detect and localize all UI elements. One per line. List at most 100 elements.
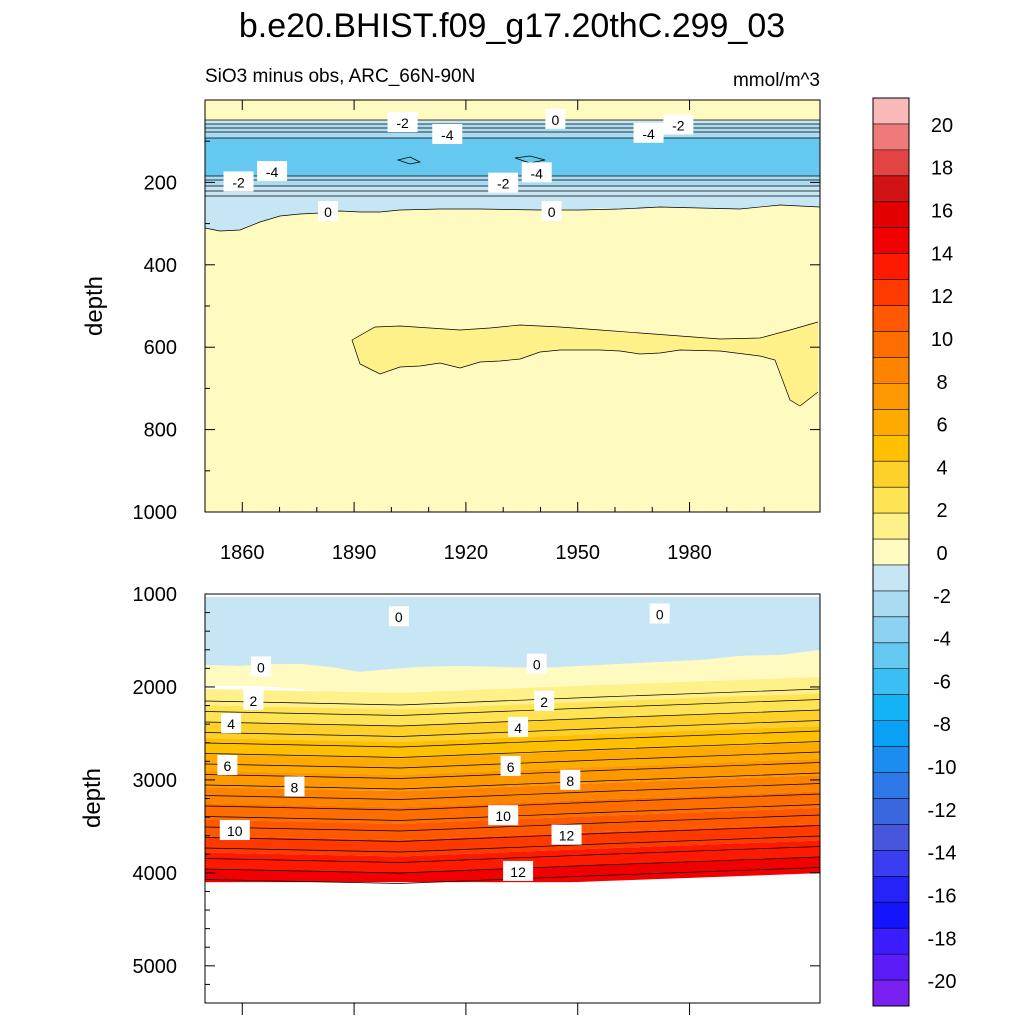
- contour-label-box: [387, 112, 418, 133]
- colorbar-label: 16: [931, 201, 953, 223]
- upper-ytick-label: 200: [144, 172, 177, 194]
- colorbar-swatch: [873, 980, 909, 1007]
- colorbar-label: -16: [928, 885, 957, 907]
- contour-label-box: [508, 716, 529, 737]
- lower-contour-line: [204, 688, 821, 706]
- chart-subtitle: SiO3 minus obs, ARC_66N-90N: [205, 66, 475, 87]
- upper-xtick-label: 1860: [220, 542, 265, 564]
- upper-ytick-label: 600: [144, 337, 177, 359]
- upper-panel: -2 0 -4 -4 -2 -4 -2 -4 -2 0 0 200 400 600 800 1000 1860…: [81, 99, 821, 564]
- lower-unfilled-region: [205, 886, 820, 1003]
- colorbar-label: 2: [936, 500, 947, 522]
- upper-mid-anomaly: [352, 322, 818, 406]
- lower-contour-line: [204, 867, 821, 884]
- contour-label-box: [551, 824, 582, 845]
- colorbar-label: -8: [933, 714, 951, 736]
- colorbar-swatch: [873, 539, 909, 566]
- colorbar-swatch: [873, 928, 909, 955]
- colorbar-swatch: [873, 487, 909, 514]
- colorbar-label: 0: [936, 543, 947, 565]
- contour-label: 2: [250, 693, 258, 709]
- colorbar-swatch: [873, 383, 909, 410]
- contour-label: 8: [291, 779, 299, 795]
- colorbar-swatch: [873, 590, 909, 618]
- colorbar-swatch: [873, 331, 909, 358]
- upper-xtick-label: 1920: [444, 542, 489, 564]
- lower-contour-line: [204, 783, 821, 800]
- colorbar-swatch: [873, 513, 909, 540]
- colorbar-label: 4: [936, 457, 947, 479]
- contour-label: 0: [257, 659, 265, 675]
- contour-label-box: [221, 713, 242, 734]
- lower-contour-line: [204, 709, 821, 727]
- contour-label: -2: [396, 115, 409, 131]
- lower-ytick-label: 4000: [133, 863, 178, 885]
- upper-ytick-label: 400: [144, 255, 177, 277]
- contour-label-box: [633, 122, 664, 143]
- lower-ytick-label: 5000: [133, 956, 178, 978]
- contour-label-box: [257, 161, 288, 182]
- colorbar-swatch: [873, 824, 909, 851]
- contour-label: 0: [548, 204, 556, 220]
- lower-band: [205, 840, 820, 873]
- lower-ytick-label: 3000: [133, 770, 178, 792]
- contour-label: 0: [533, 657, 541, 673]
- colorbar-swatch: [873, 253, 909, 281]
- upper-xtick-label: 1950: [555, 542, 600, 564]
- colorbar-label: -6: [933, 671, 951, 693]
- contour-label-box: [649, 603, 670, 624]
- colorbar-swatch: [873, 694, 909, 722]
- colorbar-label: -14: [928, 843, 957, 865]
- colorbar-frame: [872, 97, 910, 1007]
- contour-label-box: [388, 606, 409, 627]
- lower-contour-line: [204, 741, 821, 758]
- contour-label-box: [432, 124, 463, 145]
- contour-label-box: [488, 805, 519, 826]
- contour-label-box: [219, 820, 250, 841]
- colorbar-label: -18: [928, 928, 957, 950]
- lower-contour-line: [204, 699, 821, 716]
- colorbar-swatch: [873, 227, 909, 255]
- colorbar-swatch: [873, 149, 909, 177]
- contour-label: -4: [642, 126, 655, 142]
- colorbar-swatch: [873, 461, 909, 488]
- contour-label: -2: [232, 174, 245, 190]
- colorbar-swatch: [873, 123, 909, 151]
- upper-ytick-label: 800: [144, 420, 177, 442]
- colorbar-label: -2: [933, 586, 951, 608]
- contour-label: 12: [510, 864, 526, 880]
- colorbar-swatch: [873, 902, 909, 929]
- contour-label: 4: [514, 720, 522, 736]
- contour-label: -4: [531, 165, 544, 181]
- contour-label: 0: [551, 112, 559, 128]
- contour-label: 10: [227, 823, 243, 839]
- colorbar-swatch: [873, 409, 909, 436]
- contour-label: -2: [672, 118, 685, 134]
- colorbar-label: -12: [928, 800, 957, 822]
- colorbar-swatch: [873, 98, 909, 125]
- upper-xtick-label: 1980: [667, 542, 712, 564]
- contour-label-box: [318, 201, 338, 222]
- lower-band: [205, 693, 820, 726]
- colorbar-swatch: [873, 668, 909, 696]
- lower-contour-line: [204, 814, 821, 832]
- colorbar-label: 14: [931, 243, 953, 265]
- upper-contour-labels: -2 0 -4 -4 -2 -4 -2 -4 -2 0 0: [223, 108, 694, 222]
- colorbar-label: 8: [936, 372, 947, 394]
- contour-label-box: [534, 690, 555, 711]
- contour-label-box: [250, 656, 271, 677]
- colorbar-label: -10: [928, 757, 957, 779]
- chart-title: b.e20.BHIST.f09_g17.20thC.299_03: [239, 7, 785, 45]
- contour-label-box: [560, 769, 581, 790]
- lower-contour-line: [204, 825, 821, 842]
- colorbar-label: 18: [931, 158, 953, 180]
- contour-label-box: [526, 653, 547, 674]
- upper-ylabel: depth: [81, 276, 108, 336]
- contour-label-box: [541, 201, 562, 222]
- contour-label: -4: [441, 127, 454, 143]
- contour-label: -4: [266, 164, 279, 180]
- contour-label-box: [503, 860, 534, 881]
- colorbar-swatch: [873, 798, 909, 825]
